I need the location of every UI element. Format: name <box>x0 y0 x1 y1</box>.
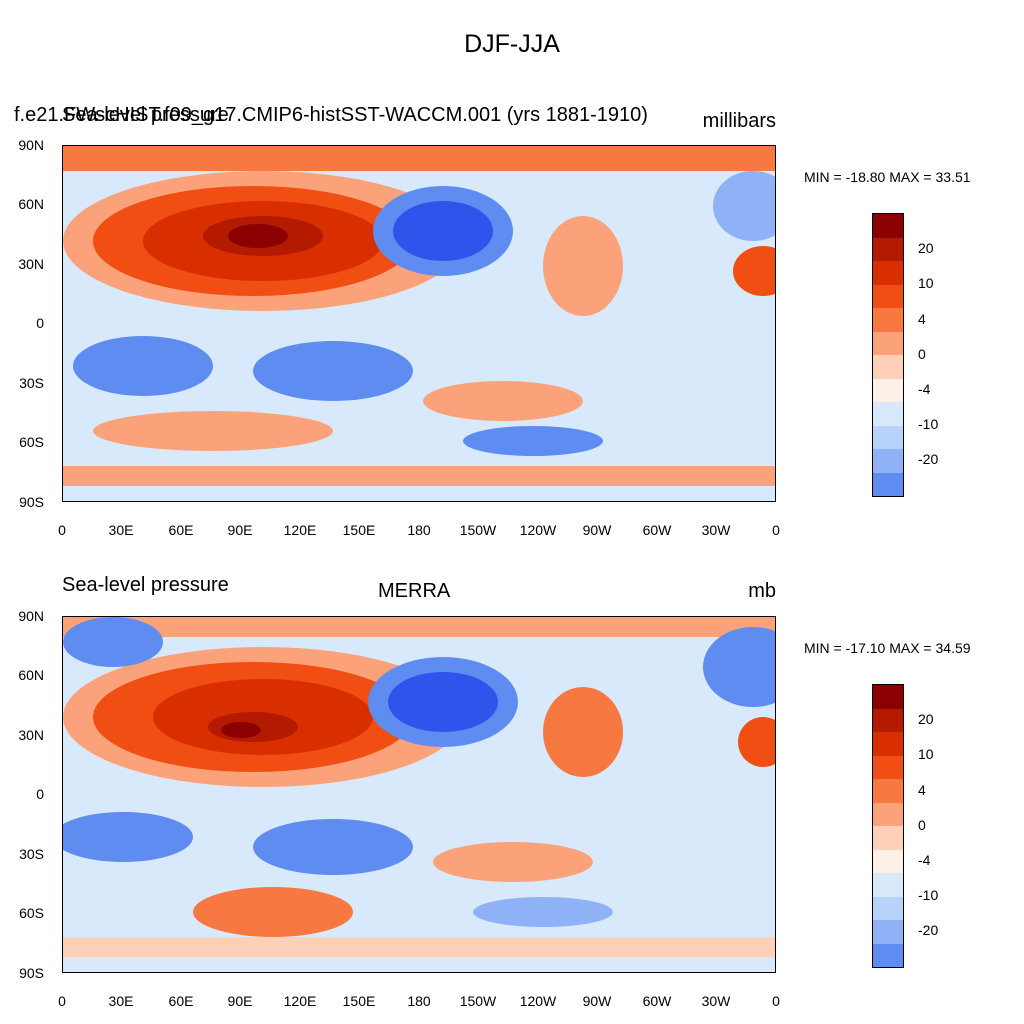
colorbar-swatch <box>873 779 903 803</box>
lon-tick: 30W <box>701 993 731 1009</box>
colorbar-swatch <box>873 685 903 709</box>
colorbar-swatch <box>873 920 903 944</box>
panel-units-label: mb <box>748 580 776 602</box>
lon-tick: 60E <box>168 522 194 538</box>
lon-tick: 0 <box>58 522 66 538</box>
lon-tick: 150W <box>459 522 497 538</box>
panel-left-label: Sea-level pressure <box>62 104 229 126</box>
colorbar <box>872 213 904 497</box>
map-plot <box>62 145 776 502</box>
model-panel: Sea-level pressure f.e21.FWscHIST.f09_g1… <box>0 0 1024 538</box>
lat-tick: 30S <box>19 375 44 391</box>
colorbar-label: -10 <box>918 416 939 432</box>
lat-tick: 0 <box>36 786 44 802</box>
colorbar-label: -20 <box>918 451 939 467</box>
lat-tick: 90N <box>18 137 44 153</box>
min-max-stats: MIN = -18.80 MAX = 33.51 <box>804 169 971 185</box>
colorbar <box>872 684 904 968</box>
lon-tick: 120W <box>519 993 557 1009</box>
colorbar-swatch <box>873 873 903 897</box>
lat-tick: 90S <box>19 494 44 510</box>
lon-tick: 180 <box>407 522 431 538</box>
colorbar-swatch <box>873 755 903 779</box>
lon-tick: 150W <box>459 993 497 1009</box>
colorbar-swatch <box>873 449 903 473</box>
lat-tick: 90S <box>19 965 44 981</box>
lon-tick: 150E <box>342 993 376 1009</box>
lon-tick: 150E <box>342 522 376 538</box>
lon-tick: 0 <box>58 993 66 1009</box>
colorbar-label: 4 <box>918 782 926 798</box>
colorbar-swatch <box>873 402 903 426</box>
colorbar-label: -20 <box>918 922 939 938</box>
colorbar-swatch <box>873 708 903 732</box>
colorbar-label: 10 <box>918 746 934 762</box>
lat-tick: 60N <box>18 196 44 212</box>
colorbar-swatch <box>873 826 903 850</box>
lat-tick: 0 <box>36 315 44 331</box>
min-max-stats: MIN = -17.10 MAX = 34.59 <box>804 640 971 656</box>
panel-case-label: f.e21.FWscHIST.f09_g17.CMIP6-histSST-WAC… <box>14 104 648 126</box>
colorbar-swatch <box>873 378 903 402</box>
panel-units-label: millibars <box>702 110 776 132</box>
obs-panel: Sea-level pressure MERRA mb 90N 60N 30N <box>0 472 1024 1009</box>
colorbar-swatch <box>873 237 903 261</box>
lon-tick: 90W <box>582 522 612 538</box>
lon-tick: 30E <box>108 522 134 538</box>
lon-tick: 120E <box>283 993 317 1009</box>
slp-contour-map <box>63 617 775 972</box>
colorbar-label: 4 <box>918 311 926 327</box>
panel-left-label: Sea-level pressure <box>62 574 229 596</box>
lon-tick: 60E <box>168 993 194 1009</box>
colorbar-label: -4 <box>918 381 931 397</box>
lat-tick: 30N <box>18 727 44 743</box>
lon-tick: 30E <box>108 993 134 1009</box>
figure-title: DJF-JJA <box>464 30 560 58</box>
lon-tick: 120W <box>519 522 557 538</box>
panel-case-label: MERRA <box>378 580 451 602</box>
lat-tick: 30S <box>19 846 44 862</box>
colorbar-swatch <box>873 355 903 379</box>
lon-tick: 90E <box>227 993 253 1009</box>
colorbar-swatch <box>873 425 903 449</box>
lon-tick: 90E <box>227 522 253 538</box>
colorbar-swatch <box>873 472 903 496</box>
map-plot <box>62 616 776 973</box>
lon-tick: 30W <box>701 522 731 538</box>
slp-contour-map <box>63 146 775 501</box>
lon-tick: 180 <box>407 993 431 1009</box>
lon-tick: 60W <box>642 522 672 538</box>
colorbar-swatch <box>873 802 903 826</box>
lat-tick: 60S <box>19 905 44 921</box>
colorbar-swatch <box>873 214 903 238</box>
lat-tick: 90N <box>18 608 44 624</box>
lon-tick: 60W <box>642 993 672 1009</box>
colorbar-label: -10 <box>918 887 939 903</box>
colorbar-label: 10 <box>918 275 934 291</box>
colorbar-swatch <box>873 331 903 355</box>
lat-tick: 60N <box>18 667 44 683</box>
colorbar-label: 20 <box>918 711 934 727</box>
colorbar-label: 0 <box>918 817 926 833</box>
colorbar-label: 20 <box>918 240 934 256</box>
colorbar-swatch <box>873 284 903 308</box>
lon-tick: 120E <box>283 522 317 538</box>
lon-tick: 0 <box>772 993 780 1009</box>
colorbar-swatch <box>873 849 903 873</box>
colorbar-label: 0 <box>918 346 926 362</box>
colorbar-swatch <box>873 896 903 920</box>
lon-tick: 90W <box>582 993 612 1009</box>
colorbar-label: -4 <box>918 852 931 868</box>
lon-tick: 0 <box>772 522 780 538</box>
colorbar-swatch <box>873 943 903 967</box>
lat-tick: 60S <box>19 434 44 450</box>
lat-tick: 30N <box>18 256 44 272</box>
colorbar-swatch <box>873 732 903 756</box>
colorbar-swatch <box>873 308 903 332</box>
colorbar-swatch <box>873 261 903 285</box>
